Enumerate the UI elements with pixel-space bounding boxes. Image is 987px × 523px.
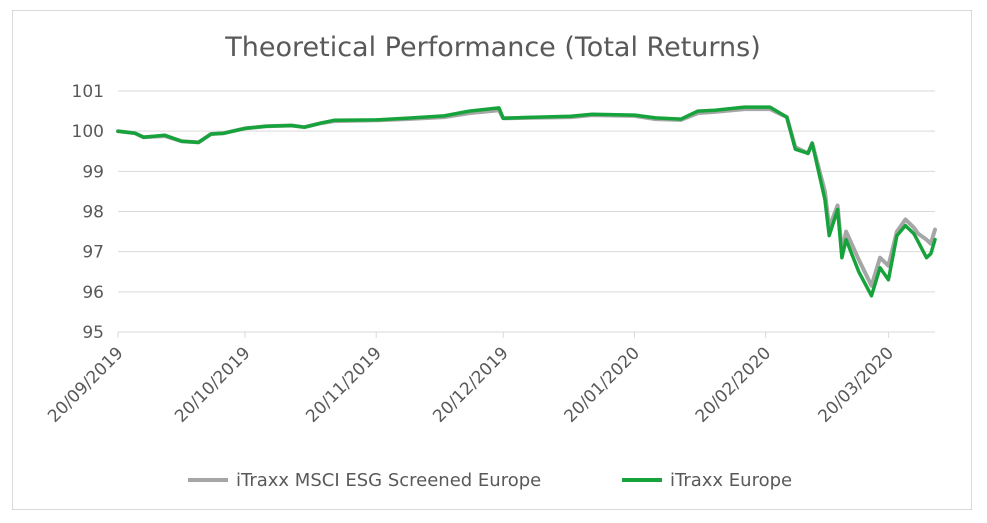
legend-label: iTraxx Europe xyxy=(670,470,792,491)
legend-label: iTraxx MSCI ESG Screened Europe xyxy=(236,470,541,491)
x-tick-label: 20/09/2019 xyxy=(44,343,127,426)
x-tick-label: 20/12/2019 xyxy=(429,343,512,426)
x-tick-label: 20/03/2020 xyxy=(815,343,898,426)
gridlines xyxy=(118,90,935,333)
x-tick-label: 20/10/2019 xyxy=(171,343,254,426)
series-line-esg-screened xyxy=(116,107,937,288)
x-tick-label: 20/01/2020 xyxy=(561,343,644,426)
chart-frame xyxy=(12,10,972,510)
y-tick-label: 99 xyxy=(82,162,104,182)
x-axis: 20/09/2019 20/10/2019 20/11/2019 20/12/2019… xyxy=(44,331,935,427)
y-tick-label: 100 xyxy=(72,122,104,142)
y-tick-label: 96 xyxy=(82,283,104,303)
y-axis-ticks: 95 96 97 98 99 100 101 xyxy=(72,82,104,343)
y-tick-label: 98 xyxy=(82,203,104,223)
x-tick-label: 20/02/2020 xyxy=(692,343,775,426)
y-tick-label: 101 xyxy=(72,82,104,102)
series-layer xyxy=(116,105,937,298)
series-line-itraxx-europe xyxy=(116,105,937,298)
chart-title: Theoretical Performance (Total Returns) xyxy=(224,32,760,63)
y-tick-label: 97 xyxy=(82,243,104,263)
legend: iTraxx MSCI ESG Screened Europe iTraxx Eu… xyxy=(188,470,792,491)
x-tick-label: 20/11/2019 xyxy=(302,343,385,426)
y-tick-label: 95 xyxy=(82,323,104,343)
